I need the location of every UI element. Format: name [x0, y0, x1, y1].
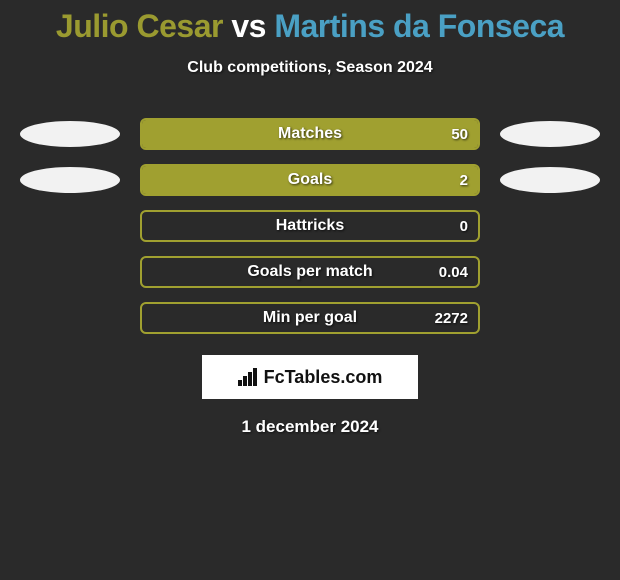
stat-bar: Goals per match0.04	[140, 256, 480, 288]
stat-bar: Goals2	[140, 164, 480, 196]
stat-value: 0	[460, 212, 468, 240]
stat-value: 2	[460, 166, 468, 194]
stat-row: Hattricks0	[0, 203, 620, 249]
right-ellipse	[500, 121, 600, 147]
stat-bar: Matches50	[140, 118, 480, 150]
stat-label: Goals	[142, 166, 478, 194]
stat-row: Goals per match0.04	[0, 249, 620, 295]
stat-row: Goals2	[0, 157, 620, 203]
stat-label: Goals per match	[142, 258, 478, 286]
brand-text: FcTables.com	[264, 367, 383, 388]
date-label: 1 december 2024	[0, 417, 620, 437]
player1-name: Julio Cesar	[56, 8, 223, 44]
stat-label: Matches	[142, 120, 478, 148]
stat-value: 0.04	[439, 258, 468, 286]
comparison-title: Julio Cesar vs Martins da Fonseca	[0, 0, 620, 45]
stat-row: Min per goal2272	[0, 295, 620, 341]
brand-badge: FcTables.com	[202, 355, 418, 399]
stat-label: Min per goal	[142, 304, 478, 332]
left-ellipse	[20, 167, 120, 193]
stat-value: 2272	[435, 304, 468, 332]
stat-value: 50	[451, 120, 468, 148]
player2-name: Martins da Fonseca	[274, 8, 564, 44]
right-ellipse	[500, 167, 600, 193]
stat-bar: Min per goal2272	[140, 302, 480, 334]
stat-row: Matches50	[0, 111, 620, 157]
subtitle: Club competitions, Season 2024	[0, 59, 620, 77]
stat-label: Hattricks	[142, 212, 478, 240]
bar-chart-icon	[238, 368, 260, 386]
vs-separator: vs	[231, 8, 266, 44]
stat-bar: Hattricks0	[140, 210, 480, 242]
stats-chart: Matches50 Goals2 Hattricks0 Goals per match…	[0, 111, 620, 341]
left-ellipse	[20, 121, 120, 147]
